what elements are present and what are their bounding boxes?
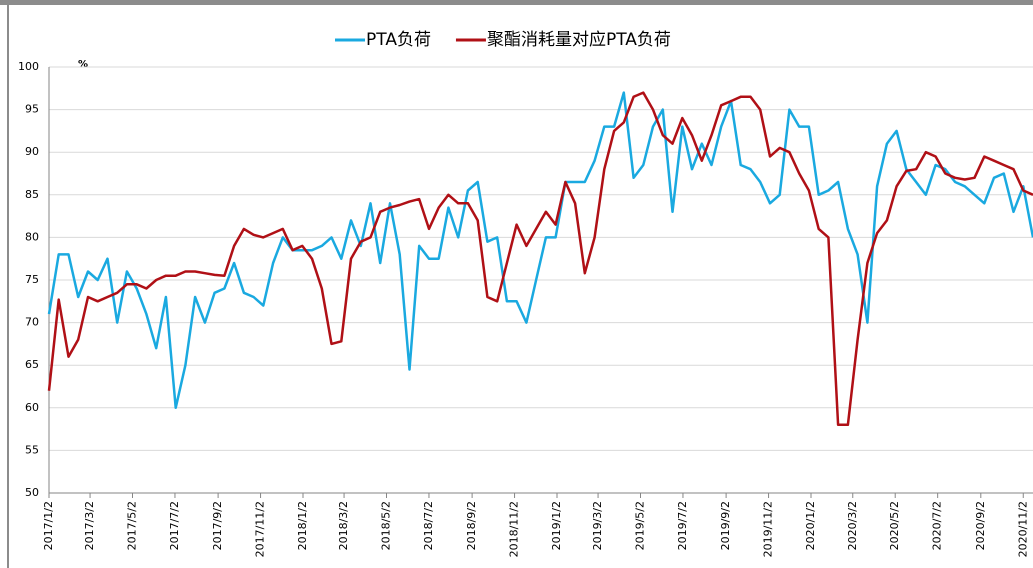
y-tick-label: 85 <box>25 188 39 201</box>
x-tick-label: 2020/1/2 <box>804 501 817 550</box>
y-tick-label: 60 <box>25 401 39 414</box>
legend: PTA负荷 聚酯消耗量对应PTA负荷 <box>335 30 671 50</box>
y-tick-label: 50 <box>25 486 39 499</box>
x-tick-label: 2018/5/2 <box>380 501 393 550</box>
y-tick-label: 80 <box>25 230 39 243</box>
y-tick-label: 70 <box>25 316 39 329</box>
legend-label: PTA负荷 <box>366 30 431 50</box>
x-tick-label: 2019/11/2 <box>762 501 775 557</box>
x-tick-label: 2017/9/2 <box>211 501 224 550</box>
y-tick-label: 90 <box>25 145 39 158</box>
top-border <box>0 0 1033 5</box>
y-tick-label: 75 <box>25 273 39 286</box>
x-tick-label: 2018/7/2 <box>422 501 435 550</box>
x-tick-label: 2018/9/2 <box>465 501 478 550</box>
x-tick-label: 2019/7/2 <box>676 501 689 550</box>
x-tick-label: 2017/5/2 <box>126 501 139 550</box>
x-tick-label: 2020/3/2 <box>846 501 859 550</box>
x-tick-label: 2019/1/2 <box>550 501 563 550</box>
y-tick-label: 95 <box>25 103 39 116</box>
y-tick-label: 100 <box>18 60 39 73</box>
y-tick-label: 55 <box>25 443 39 456</box>
x-tick-label: 2017/1/2 <box>42 501 55 550</box>
x-tick-label: 2019/5/2 <box>634 501 647 550</box>
x-tick-label: 2020/9/2 <box>974 501 987 550</box>
x-tick-label: 2020/7/2 <box>931 501 944 550</box>
x-tick-label: 2017/7/2 <box>168 501 181 550</box>
y-tick-label: 65 <box>25 358 39 371</box>
x-tick-label: 2019/9/2 <box>719 501 732 550</box>
x-tick-label: 2019/3/2 <box>591 501 604 550</box>
y-unit: % <box>78 59 88 70</box>
x-tick-label: 2018/1/2 <box>296 501 309 550</box>
x-tick-label: 2017/11/2 <box>254 501 267 557</box>
x-tick-label: 2020/11/2 <box>1016 501 1029 557</box>
x-tick-label: 2018/11/2 <box>508 501 521 557</box>
legend-label: 聚酯消耗量对应PTA负荷 <box>487 30 671 50</box>
x-tick-label: 2017/3/2 <box>83 501 96 550</box>
x-tick-label: 2018/3/2 <box>337 501 350 550</box>
x-tick-label: 2020/5/2 <box>888 501 901 550</box>
series-line <box>47 91 1033 427</box>
series-line <box>47 91 1033 410</box>
